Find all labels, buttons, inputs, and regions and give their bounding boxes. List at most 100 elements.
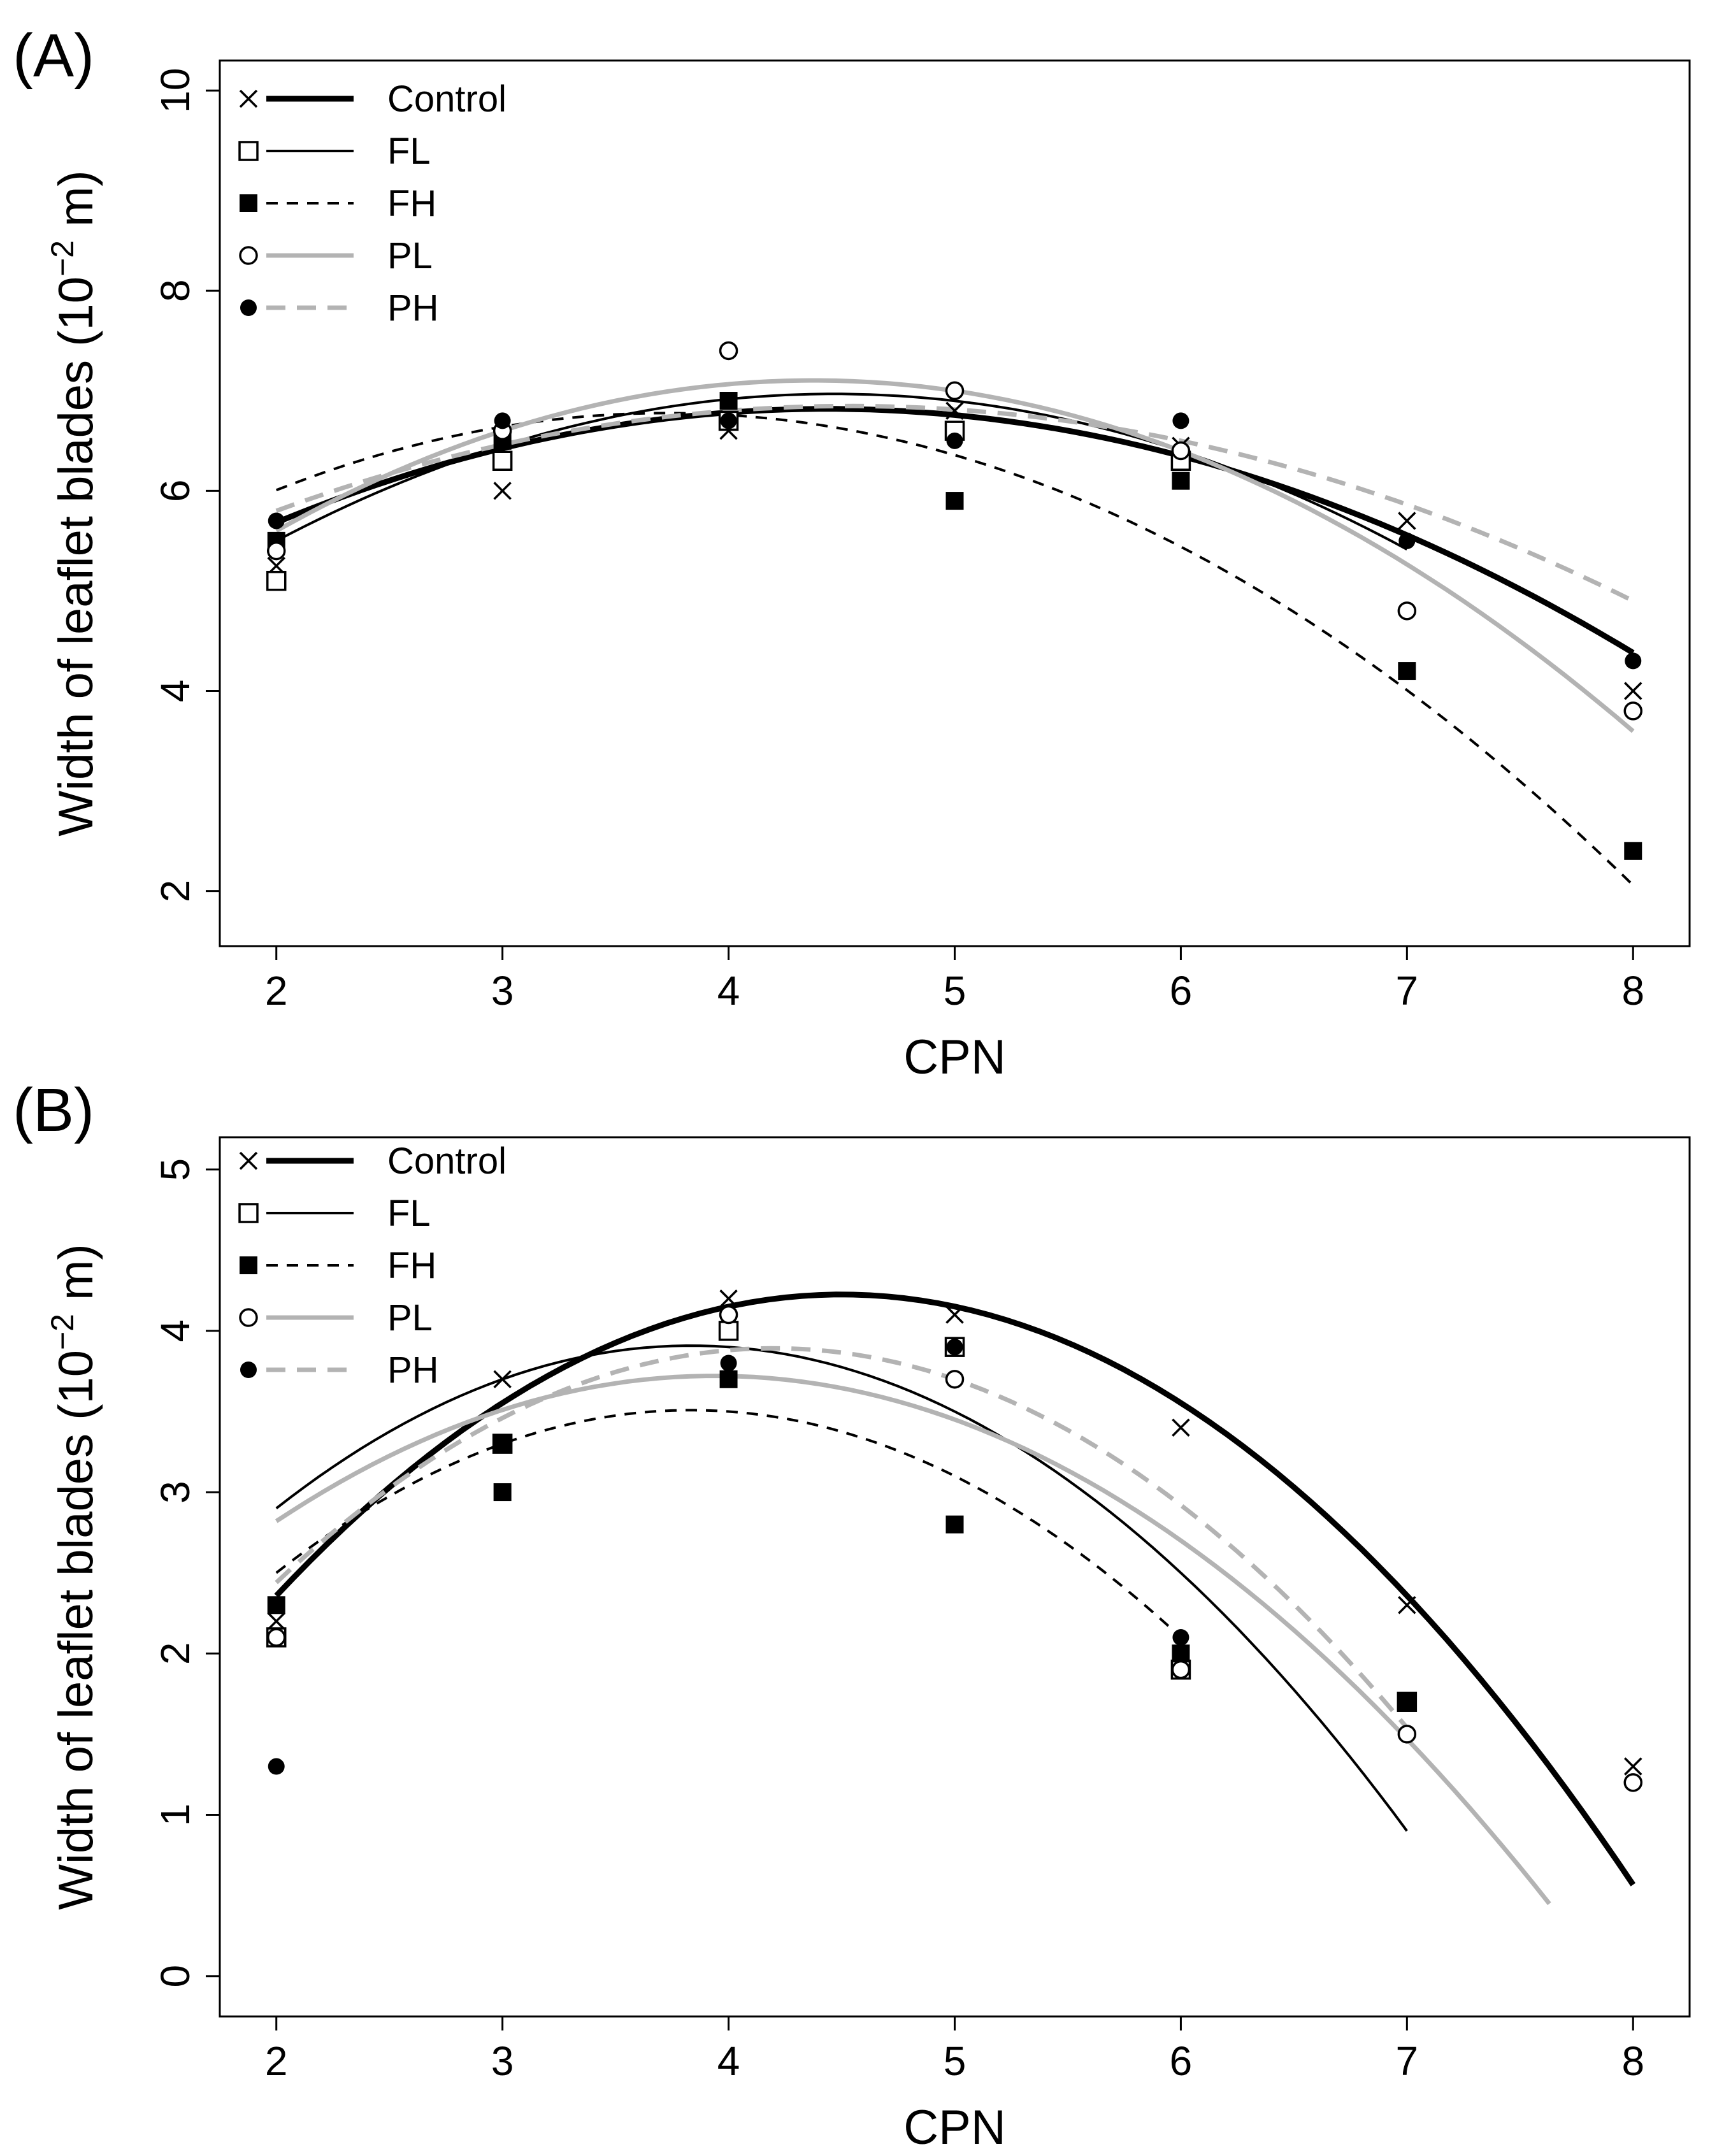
x-tick-label: 6 [1170,2038,1193,2084]
y-tick-label: 5 [152,1158,198,1181]
data-point-control [1398,1596,1416,1614]
legend-label-fl: FL [387,1193,431,1234]
x-tick-label: 2 [265,968,288,1014]
panel-label: (B) [13,1076,94,1144]
legend-label-pl: PL [387,1297,433,1339]
data-point-pl [719,341,738,361]
legend-label-fh: FH [387,183,436,224]
x-tick-label: 3 [491,968,514,1014]
data-point-control [267,1612,285,1630]
y-tick-label: 4 [152,680,198,703]
data-point-control [945,1305,964,1324]
y-tick-label: 6 [152,480,198,503]
y-axis-title: Width of leaflet blades (10−2 m) [45,1244,103,1909]
y-tick-label: 0 [152,1965,198,1988]
data-point-pl [719,1305,738,1325]
data-point-control [945,401,964,420]
data-point-ph [1172,412,1189,429]
legend-marker-control [239,89,258,108]
legend-marker-fh [240,194,257,212]
x-axis-title: CPN [903,1030,1005,1084]
y-axis-title-superscript: −2 [45,240,80,277]
y-tick-label: 8 [152,279,198,302]
data-point-fh [945,492,964,510]
x-tick-label: 5 [944,2038,966,2084]
legend-marker-control [239,1151,258,1170]
x-tick-label: 7 [1396,2038,1419,2084]
legend-label-fh: FH [387,1245,436,1286]
legend-marker-fh [240,1256,257,1274]
y-axis-title-unit: m) [49,170,103,240]
panel-a: (A) 2 3 4 5 6 7 8 2 4 6 8 10 CPN Width of leaflet blad… [13,22,1691,1084]
data-point-pl [1171,441,1191,461]
data-point-pl [1397,601,1417,621]
legend-label-control: Control [387,1140,507,1182]
data-point-ph [720,1355,737,1372]
fit-curve-fl [275,1344,1408,1832]
data-point-pl [1623,701,1643,721]
data-point-control [719,1289,738,1308]
data-point-fh [493,1483,512,1502]
data-point-fh [267,1596,285,1614]
x-tick-label: 4 [717,968,740,1014]
data-point-fl [492,450,513,471]
data-point-pl [945,1370,965,1389]
data-point-ph [494,412,511,429]
legend-marker-ph [240,299,257,316]
data-point-control [493,482,512,500]
data-point-ph [268,512,285,529]
data-point-fh [719,392,738,410]
data-point-fh [719,1370,738,1388]
panel-label: (A) [13,22,94,90]
data-point-ph [268,1758,285,1775]
x-tick-label: 8 [1621,2038,1644,2084]
legend-label-ph: PH [387,287,439,329]
data-point-fh [1172,1644,1190,1663]
legend-label-control: Control [387,78,507,120]
data-point-fl [718,1321,739,1341]
y-axis-title-main: Width of leaflet blades (10 [49,1350,103,1910]
data-point-ph [1172,1628,1189,1646]
fit-curve-control [274,1291,1636,1886]
y-tick-label: 1 [152,1804,198,1827]
data-point-ph [1398,1693,1416,1711]
data-point-fh [1624,842,1642,860]
y-tick-label: 2 [152,1642,198,1665]
x-tick-label: 3 [491,2038,514,2084]
y-axis-title-main: Width of leaflet blades (10 [49,277,103,837]
data-point-control [1624,682,1642,700]
y-axis-title: Width of leaflet blades (10−2 m) [45,170,103,836]
data-point-pl [1171,1660,1191,1679]
x-tick-label: 2 [265,2038,288,2084]
fit-curve-fh [275,1409,1182,1639]
data-point-ph [494,1435,511,1453]
legend: Control FL FH PL PH [238,1140,507,1391]
x-axis-title: CPN [903,2101,1005,2155]
data-point-control [1172,1418,1190,1437]
data-point-ph [1625,652,1642,670]
legend: Control FL FH PL PH [238,78,507,329]
x-tick-label: 8 [1621,968,1644,1014]
data-point-control [1624,1757,1642,1776]
data-point-ph [946,1339,963,1356]
y-axis-title-superscript: −2 [45,1314,80,1350]
y-axis-title-unit: m) [49,1244,103,1314]
legend-marker-fl [238,141,259,161]
legend-marker-pl [239,1308,258,1327]
data-point-pl [266,1628,286,1647]
x-tick-label: 4 [717,2038,740,2084]
data-point-fh [1172,471,1190,490]
data-point-pl [1397,1725,1417,1744]
x-tick-label: 6 [1170,968,1193,1014]
x-tick-label: 5 [944,968,966,1014]
legend-label-fl: FL [387,131,431,172]
data-point-fl [266,570,287,591]
legend-marker-fl [238,1203,259,1223]
fit-curve-pl [275,1374,1551,1906]
data-point-control [1398,512,1416,530]
data-point-pl [945,381,965,401]
legend-label-ph: PH [387,1349,439,1391]
data-point-ph [720,412,737,429]
